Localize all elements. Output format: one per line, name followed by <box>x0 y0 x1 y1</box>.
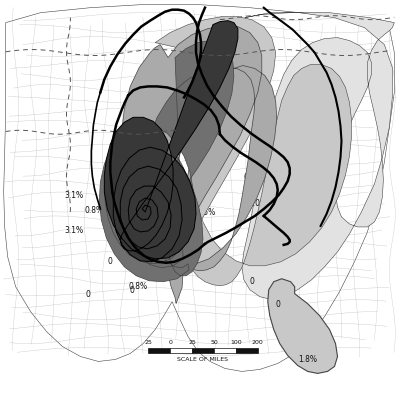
Text: 3.6%: 3.6% <box>200 171 220 180</box>
Text: 0.7%: 0.7% <box>140 146 160 155</box>
Text: 0: 0 <box>244 173 248 182</box>
Text: 0: 0 <box>130 286 135 295</box>
Text: 3.5%: 3.5% <box>196 208 216 217</box>
Text: 1.0%: 1.0% <box>141 236 160 246</box>
Text: 3.1%: 3.1% <box>65 191 84 200</box>
Bar <box>192 347 214 353</box>
Polygon shape <box>268 279 338 373</box>
Text: 2.0%: 2.0% <box>248 199 267 208</box>
Polygon shape <box>104 21 238 262</box>
Text: 0.8%: 0.8% <box>129 281 148 290</box>
Text: 0: 0 <box>200 265 204 274</box>
Text: 25: 25 <box>188 339 196 344</box>
Polygon shape <box>121 26 277 304</box>
Text: 1.5%: 1.5% <box>143 187 162 196</box>
Text: 0: 0 <box>275 300 280 309</box>
Text: 1.2%: 1.2% <box>256 226 275 235</box>
Polygon shape <box>99 40 234 282</box>
Text: 0: 0 <box>164 224 168 233</box>
Polygon shape <box>155 16 352 286</box>
Text: 3.1%: 3.1% <box>65 226 84 235</box>
Text: 1.8%: 1.8% <box>190 101 210 110</box>
Text: 0: 0 <box>345 111 350 120</box>
Text: SCALE OF MILES: SCALE OF MILES <box>178 358 228 363</box>
Text: 0: 0 <box>108 257 113 266</box>
Bar <box>214 347 236 353</box>
Polygon shape <box>242 13 394 300</box>
Text: 1.8%: 1.8% <box>216 101 236 110</box>
Text: 1.6%: 1.6% <box>278 201 297 211</box>
Bar <box>170 347 192 353</box>
Text: 0.8%: 0.8% <box>85 206 104 215</box>
Text: 0.6%: 0.6% <box>140 166 160 176</box>
Text: 200: 200 <box>252 339 264 344</box>
Text: (0.8%): (0.8%) <box>126 259 151 268</box>
Text: 25: 25 <box>144 339 152 344</box>
Text: 0: 0 <box>249 277 254 286</box>
Text: 1.8%: 1.8% <box>145 105 164 114</box>
Text: 1.8%: 1.8% <box>298 356 317 365</box>
Text: 0: 0 <box>86 290 91 299</box>
Text: 0.8%: 0.8% <box>144 126 164 135</box>
Text: 50: 50 <box>210 339 218 344</box>
Text: 1.0%: 1.0% <box>290 126 309 135</box>
Text: 1.4%: 1.4% <box>141 214 160 223</box>
Text: 100: 100 <box>230 339 242 344</box>
Bar <box>236 347 258 353</box>
Text: 0: 0 <box>307 171 312 180</box>
Polygon shape <box>4 5 394 372</box>
Text: 0: 0 <box>329 142 334 151</box>
Bar <box>148 347 170 353</box>
Text: 0: 0 <box>168 339 172 344</box>
